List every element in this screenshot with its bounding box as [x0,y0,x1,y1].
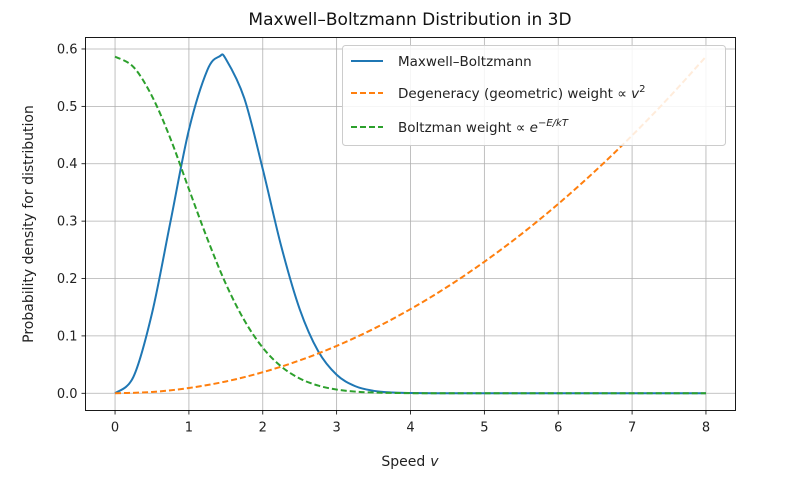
legend-label-2-sup: −E/kT [538,118,569,129]
legend-box [342,45,726,146]
legend-label-1-var: v [631,86,640,102]
series-degeneracy-weight [115,55,707,395]
x-tick-label: 2 [259,421,267,436]
x-tick-label: 5 [480,421,488,436]
y-tick-label: 0.6 [57,42,78,57]
x-tick-label: 3 [332,421,340,436]
x-axis-label: Speed [381,454,425,470]
x-axis-variable: v [430,454,439,470]
ticks: 0 1 2 3 4 5 6 7 8 0.0 0.1 0.2 0.3 0.4 0.5 0.6 [57,42,710,435]
y-tick-label: 0.1 [57,329,78,344]
legend-label-1-text: Degeneracy (geometric) weight ∝ [398,86,631,102]
legend-label-maxwell-boltzmann: Maxwell–Boltzmann [398,54,532,70]
y-tick-label: 0.0 [57,387,78,402]
legend-label-0: Maxwell–Boltzmann [398,54,532,70]
y-tick-label: 0.2 [57,272,78,287]
x-tick-label: 1 [185,421,193,436]
legend-label-2-text: Boltzman weight ∝ [398,120,530,136]
x-tick-label: 6 [554,421,562,436]
legend-label-1-sup: 2 [639,84,645,95]
x-tick-label: 8 [702,421,710,436]
y-axis-title: Probability density for distribution [21,105,37,343]
series-boltzman-weight [114,55,706,395]
x-tick-label: 7 [628,421,636,436]
x-tick-label: 4 [406,421,414,436]
chart-title: Maxwell–Boltzmann Distribution in 3D [248,10,571,30]
series-layer [114,53,707,395]
legend-label-boltzman: Boltzman weight ∝ e−E/kT [398,118,569,136]
x-tick-label: 0 [111,421,119,436]
legend-label-2-var: e [530,120,538,136]
legend: Maxwell–Boltzmann Degeneracy (geometric)… [342,45,726,146]
y-tick-label: 0.5 [57,100,78,115]
x-axis-title: Speed v [381,454,439,470]
y-tick-label: 0.4 [57,157,78,172]
y-tick-label: 0.3 [57,215,78,230]
legend-label-degeneracy: Degeneracy (geometric) weight ∝ v2 [398,84,646,102]
